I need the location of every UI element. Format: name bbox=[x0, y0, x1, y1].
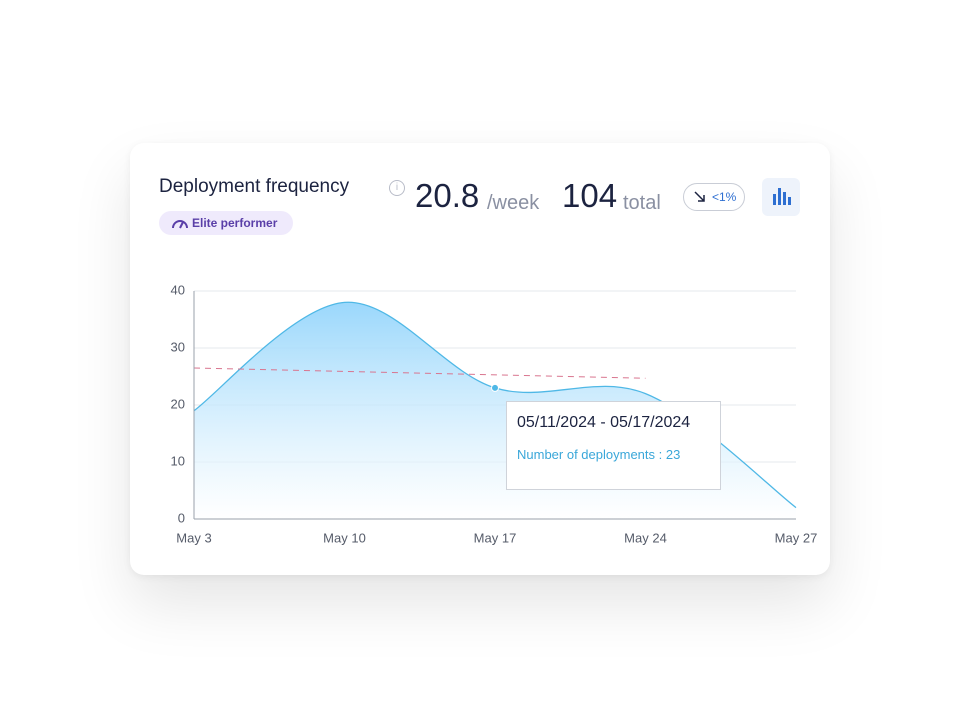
trend-line bbox=[193, 367, 646, 379]
y-tick-label: 0 bbox=[178, 510, 185, 525]
info-icon[interactable]: i bbox=[389, 180, 405, 196]
hover-point bbox=[491, 383, 499, 392]
y-tick-label: 20 bbox=[171, 396, 185, 411]
gauge-icon bbox=[172, 220, 188, 229]
performance-badge: Elite performer bbox=[159, 211, 293, 235]
x-tick-label: May 10 bbox=[323, 530, 366, 545]
trend-pill: <1% bbox=[683, 183, 745, 211]
tooltip-text: Number of deployments : 23 bbox=[517, 447, 681, 462]
tooltip-title: 05/11/2024 - 05/17/2024 bbox=[517, 414, 691, 431]
x-tick-label: May 27 bbox=[775, 530, 818, 545]
x-tick-label: May 24 bbox=[624, 530, 667, 545]
tooltip: 05/11/2024 - 05/17/2024 Number of deploy… bbox=[506, 401, 721, 490]
y-tick-label: 30 bbox=[171, 339, 185, 354]
total-value: 104 bbox=[562, 177, 618, 214]
x-tick-label: May 3 bbox=[176, 530, 211, 545]
total-unit: total bbox=[623, 192, 661, 214]
y-tick-label: 10 bbox=[171, 453, 185, 468]
rate-unit: /week bbox=[487, 192, 540, 214]
bar-icon bbox=[773, 188, 791, 205]
rate-value: 20.8 bbox=[415, 177, 480, 214]
trend-arrow bbox=[694, 191, 705, 202]
x-tick-label: May 17 bbox=[474, 530, 517, 545]
badge-text: Elite performer bbox=[192, 216, 278, 230]
trend-value: <1% bbox=[712, 190, 737, 204]
chart-toggle[interactable] bbox=[762, 178, 800, 216]
y-tick-label: 40 bbox=[171, 282, 185, 297]
card-title: Deployment frequency bbox=[159, 176, 350, 197]
